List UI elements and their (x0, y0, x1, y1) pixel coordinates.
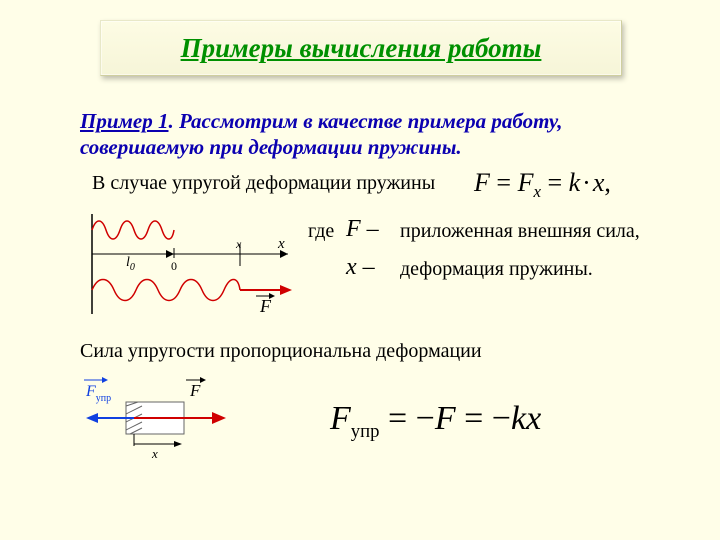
formula-force-equals-kx: F = Fx = k·x, (474, 168, 611, 202)
Fext-label: F (189, 381, 201, 400)
page-title: Примеры вычисления работы (181, 33, 542, 63)
example-heading: Пример 1. Рассмотрим в качестве примера … (80, 108, 640, 161)
Fupr-label: F (85, 383, 96, 400)
formula-elastic-force: Fупр = −F = −kx (330, 400, 541, 443)
f2-eq1: = − (379, 400, 434, 437)
formula-eq2: = (541, 168, 569, 197)
x-small-label: x (235, 237, 242, 251)
proportional-text: Сила упругости пропорциональна деформаци… (80, 340, 482, 363)
x-small-label-2: x (151, 446, 158, 461)
svg-text:Fупр: Fупр (85, 383, 111, 404)
svg-text:l0: l0 (126, 255, 135, 273)
x-axis-label: x (277, 236, 285, 252)
elastic-deformation-text: В случае упругой деформации пружины (92, 172, 435, 195)
x-description: деформация пружины. (400, 258, 593, 281)
block-forces-diagram: Fупр F x (78, 374, 258, 464)
formula-eq1: = (490, 168, 518, 197)
formula-Fx-sub: x (533, 182, 541, 201)
F-vector-label: F (259, 296, 272, 316)
x-dash: – (357, 254, 375, 280)
f2-x: x (526, 400, 541, 437)
f2-k: k (511, 400, 526, 437)
formula-dot: · (580, 168, 593, 197)
formula-x: x (593, 168, 605, 197)
where-label: где (308, 220, 334, 243)
f2-upr-sub: упр (351, 421, 380, 442)
F-sym: F (346, 216, 361, 242)
F-description: приложенная внешняя сила, (400, 220, 640, 243)
title-box: Примеры вычисления работы (100, 20, 622, 76)
spring-diagram: l0 0 x x F (80, 210, 300, 320)
formula-Fx: F (518, 168, 534, 197)
f2-eq2: = − (456, 400, 511, 437)
formula-k: k (569, 168, 581, 197)
f2-F2: F (435, 400, 456, 437)
x-sym: x (346, 254, 357, 280)
f2-F: F (330, 400, 351, 437)
formula-comma: , (604, 168, 611, 197)
l0-sub: 0 (130, 262, 135, 273)
Fupr-sub: упр (96, 393, 111, 404)
zero-label: 0 (171, 259, 177, 273)
x-variable: x – (346, 254, 375, 281)
formula-F: F (474, 168, 490, 197)
F-variable: F – (346, 216, 379, 243)
F-dash: – (361, 216, 379, 242)
example-label: Пример 1 (80, 109, 168, 133)
